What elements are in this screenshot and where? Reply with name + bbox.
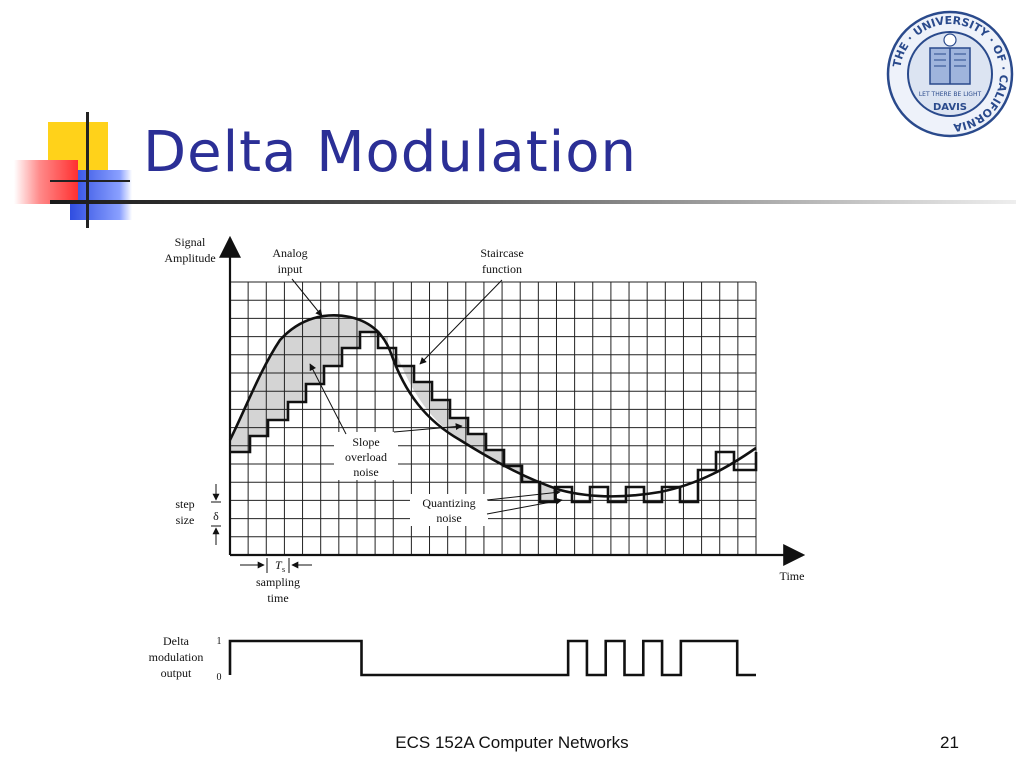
analog-input-pointer xyxy=(291,278,323,317)
output-label-2: modulation xyxy=(149,650,204,664)
sampling-time-label-2: time xyxy=(267,591,288,605)
slope-overload-label-box xyxy=(334,432,398,480)
output-level-zero: 0 xyxy=(217,672,222,683)
analog-input-label-2: input xyxy=(278,262,303,276)
staircase-pointer xyxy=(419,279,503,365)
slide-page-number: 21 xyxy=(940,733,959,752)
decor-horizontal-line xyxy=(50,180,130,182)
slope-overload-label-3: noise xyxy=(353,465,378,479)
y-axis-label-amplitude: Amplitude xyxy=(164,251,215,265)
slope-overload-label-1: Slope xyxy=(352,435,379,449)
decor-red-square xyxy=(14,160,78,204)
step-size-label-2: size xyxy=(176,513,195,527)
sampling-ts: T xyxy=(275,558,283,572)
delta-modulation-output-waveform xyxy=(228,639,756,677)
svg-text:LET THERE BE LIGHT: LET THERE BE LIGHT xyxy=(919,91,982,98)
decor-vertical-line xyxy=(86,112,89,228)
slope-overload-pointer-a xyxy=(309,363,347,435)
staircase-label-1: Staircase xyxy=(480,246,523,260)
step-size-label-1: step xyxy=(175,497,194,511)
output-label-1: Delta xyxy=(163,634,190,648)
quantizing-noise-pointer-a xyxy=(486,489,561,501)
svg-text:DAVIS: DAVIS xyxy=(933,102,967,113)
university-seal-logo: THE · UNIVERSITY · OF · CALIFORNIA LET T… xyxy=(886,10,1014,138)
quantizing-noise-label-2: noise xyxy=(436,511,461,525)
quantizing-noise-pointer-b xyxy=(486,497,563,515)
staircase-function xyxy=(230,330,758,504)
sampling-time-label-1: sampling xyxy=(256,575,300,589)
quantizing-noise-label-1: Quantizing xyxy=(422,496,475,510)
staircase-label-2: function xyxy=(482,262,522,276)
footer-course-name: ECS 152A Computer Networks xyxy=(395,733,629,752)
slide-title: Delta Modulation xyxy=(143,120,637,185)
x-axis-label-time: Time xyxy=(780,569,805,583)
title-underline xyxy=(50,200,1016,204)
step-size-delta: δ xyxy=(213,509,219,523)
y-axis-label-signal: Signal xyxy=(175,235,206,249)
decor-blue-square xyxy=(70,170,132,220)
analog-input-label-1: Analog xyxy=(272,246,307,260)
quantizing-noise-label-box xyxy=(410,494,488,526)
output-label-3: output xyxy=(161,666,192,680)
analog-input-curve xyxy=(228,314,757,498)
output-level-one: 1 xyxy=(217,636,222,647)
slope-overload-label-2: overload xyxy=(345,450,387,464)
sampling-ts-sub: s xyxy=(282,565,285,574)
slope-overload-pointer-b xyxy=(393,423,463,433)
